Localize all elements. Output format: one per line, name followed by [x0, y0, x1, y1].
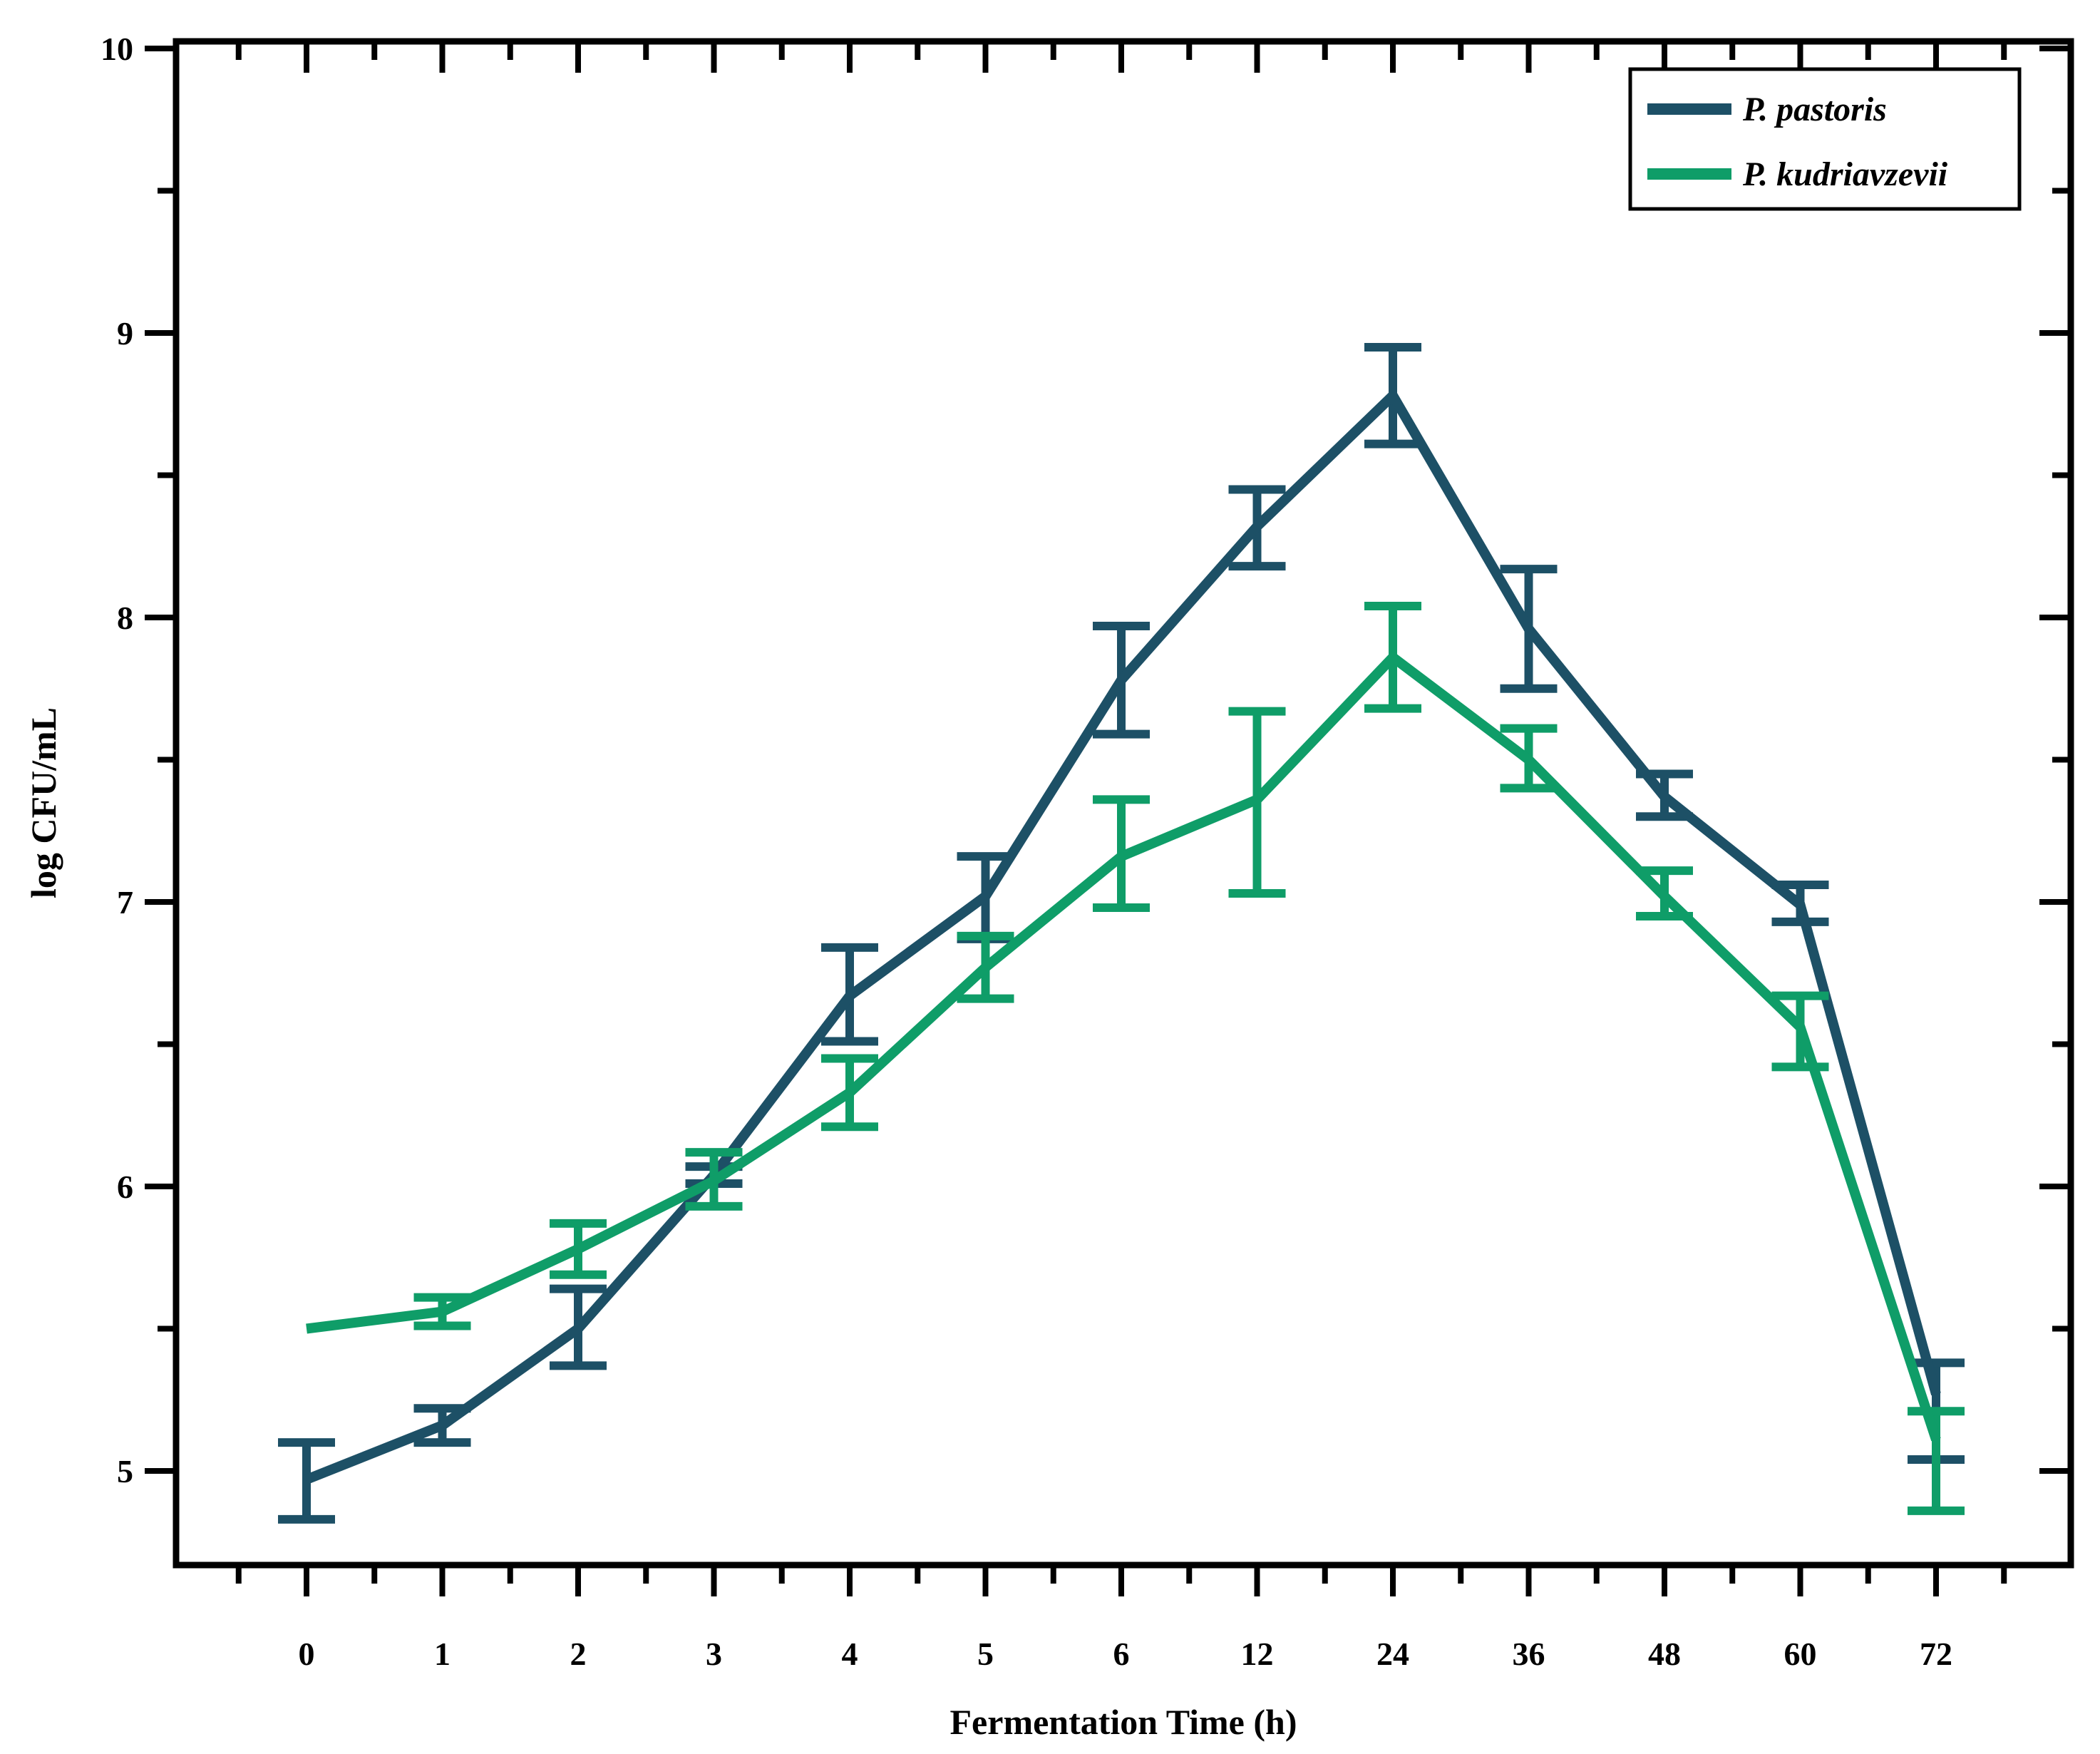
- x-tick-label: 1: [434, 1636, 451, 1672]
- axis-ticks: [145, 41, 2071, 1596]
- x-tick-label: 2: [570, 1636, 587, 1672]
- y-tick-label: 8: [117, 600, 133, 636]
- y-tick-label: 10: [101, 31, 133, 67]
- legend-label: P. pastoris: [1742, 91, 1887, 128]
- x-tick-label: 0: [299, 1636, 315, 1672]
- y-axis-title: log CFU/mL: [24, 707, 63, 898]
- y-tick-label: 5: [117, 1453, 133, 1489]
- x-tick-label: 72: [1920, 1636, 1952, 1672]
- y-tick-label: 7: [117, 884, 133, 920]
- y-tick-label: 6: [117, 1169, 133, 1205]
- y-tick-label: 9: [117, 315, 133, 352]
- x-tick-label: 5: [977, 1636, 994, 1672]
- series-line: [304, 387, 1941, 1484]
- legend-label: P. kudriavzevii: [1742, 155, 1948, 193]
- x-tick-label: 24: [1376, 1636, 1409, 1672]
- x-tick-label: 4: [842, 1636, 858, 1672]
- x-tick-label: 12: [1241, 1636, 1274, 1672]
- error-bar: [278, 1438, 335, 1524]
- legend-box: [1628, 67, 2022, 211]
- x-tick-label: 6: [1113, 1636, 1130, 1672]
- x-axis-title: Fermentation Time (h): [950, 1702, 1297, 1742]
- x-tick-label: 3: [706, 1636, 722, 1672]
- data-series-layer: [278, 342, 1965, 1524]
- series-kudriavzevii: [306, 602, 1965, 1515]
- x-tick-label: 60: [1784, 1636, 1817, 1672]
- series-line: [306, 650, 1941, 1442]
- x-tick-label: 48: [1648, 1636, 1681, 1672]
- x-tick-label: 36: [1513, 1636, 1545, 1672]
- legend: P. pastoris P. kudriavzevii: [1628, 67, 2022, 211]
- series-pastoris: [278, 342, 1965, 1524]
